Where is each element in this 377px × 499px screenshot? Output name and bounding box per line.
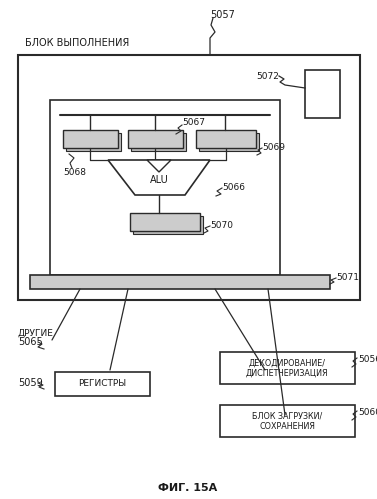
Text: ФИГ. 15А: ФИГ. 15А	[158, 483, 218, 493]
Bar	[50, 100, 280, 275]
Polygon shape	[147, 160, 171, 172]
Polygon shape	[108, 160, 210, 195]
Text: 5072: 5072	[256, 71, 279, 80]
Text: 5060: 5060	[358, 408, 377, 417]
Bar	[128, 130, 183, 148]
Bar	[305, 70, 340, 118]
Bar	[196, 130, 256, 148]
Bar	[133, 216, 203, 234]
Bar	[30, 275, 330, 289]
Bar	[199, 133, 259, 151]
Text: ALU: ALU	[150, 175, 169, 185]
Bar	[220, 405, 355, 437]
Bar	[130, 213, 200, 231]
Bar	[131, 133, 186, 151]
Bar	[55, 372, 150, 396]
Text: 5067: 5067	[182, 117, 205, 127]
Text: 5071: 5071	[336, 273, 359, 282]
Text: БЛОК ЗАГРУЗКИ/
СОХРАНЕНИЯ: БЛОК ЗАГРУЗКИ/ СОХРАНЕНИЯ	[252, 411, 322, 431]
Bar	[63, 130, 118, 148]
Text: 5066: 5066	[222, 184, 245, 193]
Text: 5056: 5056	[358, 355, 377, 364]
Text: 5069: 5069	[262, 144, 285, 153]
Text: 5057: 5057	[210, 10, 235, 20]
Text: РЕГИСТРЫ: РЕГИСТРЫ	[78, 380, 126, 389]
Bar	[18, 55, 360, 300]
Bar	[220, 352, 355, 384]
Text: 5065: 5065	[18, 337, 43, 347]
Text: ДЕКОДИРОВАНИЕ/
ДИСПЕТЧЕРИЗАЦИЯ: ДЕКОДИРОВАНИЕ/ ДИСПЕТЧЕРИЗАЦИЯ	[246, 358, 328, 378]
Bar	[66, 133, 121, 151]
Text: ДРУГИЕ: ДРУГИЕ	[18, 328, 54, 337]
Text: 5059: 5059	[18, 378, 43, 388]
Text: 5068: 5068	[63, 168, 86, 177]
Text: 5070: 5070	[210, 222, 233, 231]
Text: БЛОК ВЫПОЛНЕНИЯ: БЛОК ВЫПОЛНЕНИЯ	[25, 38, 129, 48]
